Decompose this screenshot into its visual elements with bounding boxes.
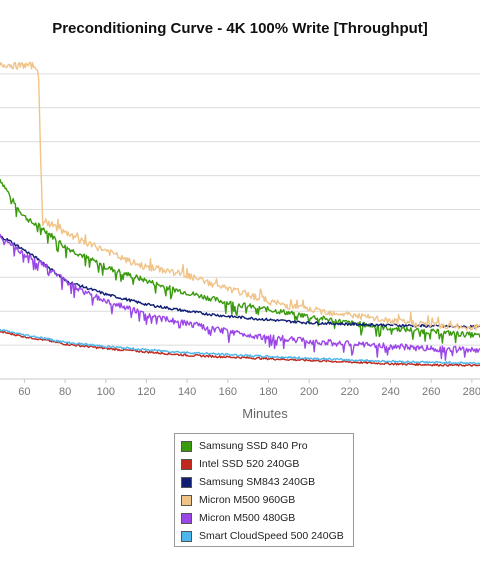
legend-item: Intel SSD 520 240GB <box>181 455 347 473</box>
series-line-smart-cloudspeed-500-240gb <box>0 328 480 365</box>
legend-label: Intel SSD 520 240GB <box>199 458 300 470</box>
legend-swatch <box>181 494 192 506</box>
x-tick-label: 220 <box>341 386 359 398</box>
legend-item: Samsung SM843 240GB <box>181 473 347 491</box>
series-line-micron-m500-960gb <box>0 61 480 331</box>
legend-item: Samsung SSD 840 Pro <box>181 437 347 455</box>
series-line-micron-m500-480gb <box>0 233 480 361</box>
x-tick-label: 60 <box>18 386 30 398</box>
series-line-intel-ssd-520-240gb <box>0 330 480 367</box>
legend-label: Samsung SSD 840 Pro <box>199 440 308 452</box>
tick-layer: 60 80 100 120 140 160 180 200 220 240 260 280 <box>18 379 480 398</box>
x-tick-label: 160 <box>219 386 237 398</box>
chart-title: Preconditioning Curve - 4K 100% Write [T… <box>52 20 428 37</box>
legend-label: Micron M500 480GB <box>199 512 296 524</box>
x-tick-label: 120 <box>137 386 155 398</box>
series-layer <box>0 61 480 367</box>
legend: Samsung SSD 840 Pro Intel SSD 520 240GB Sa… <box>174 433 354 547</box>
legend-label: Smart CloudSpeed 500 240GB <box>199 530 344 542</box>
legend-label: Samsung SM843 240GB <box>199 476 316 488</box>
x-tick-label: 200 <box>300 386 318 398</box>
x-tick-label: 260 <box>422 386 440 398</box>
x-tick-label: 80 <box>59 386 71 398</box>
series-line-samsung-ssd-840-pro <box>0 178 480 344</box>
legend-label: Micron M500 960GB <box>199 494 296 506</box>
x-tick-label: 180 <box>259 386 277 398</box>
legend-swatch <box>181 440 192 452</box>
x-tick-label: 100 <box>97 386 115 398</box>
legend-swatch <box>181 476 192 488</box>
legend-swatch <box>181 512 192 524</box>
x-tick-label: 240 <box>381 386 399 398</box>
x-tick-label: 140 <box>178 386 196 398</box>
legend-swatch <box>181 458 192 470</box>
series-line-samsung-sm843-240gb <box>0 235 480 329</box>
x-tick-label: 280 <box>463 386 480 398</box>
legend-item: Micron M500 960GB <box>181 491 347 509</box>
legend-item: Smart CloudSpeed 500 240GB <box>181 527 347 545</box>
legend-item: Micron M500 480GB <box>181 509 347 527</box>
legend-swatch <box>181 530 192 542</box>
x-axis-label: Minutes <box>242 406 288 421</box>
